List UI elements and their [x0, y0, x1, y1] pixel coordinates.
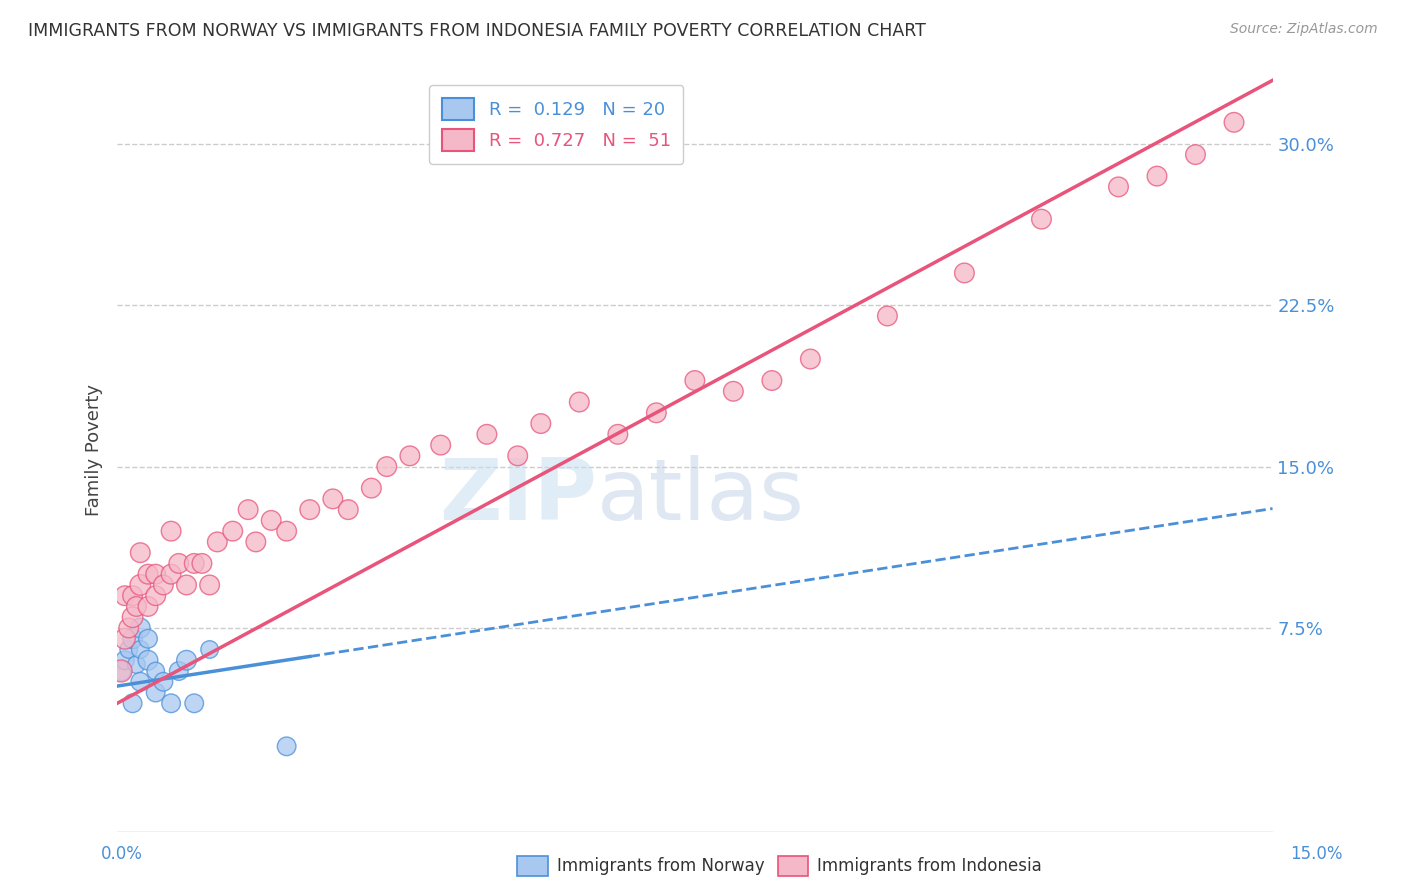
Point — [160, 524, 183, 538]
Point — [276, 739, 298, 754]
Point — [110, 664, 132, 678]
Legend: R =  0.129   N = 20, R =  0.727   N =  51: R = 0.129 N = 20, R = 0.727 N = 51 — [429, 86, 683, 163]
Point — [183, 557, 205, 571]
Point — [683, 374, 706, 388]
Point — [183, 696, 205, 710]
Point — [191, 557, 214, 571]
Point — [160, 567, 183, 582]
Point — [145, 685, 167, 699]
Text: ZIP: ZIP — [439, 455, 596, 538]
Point — [167, 664, 190, 678]
Point — [152, 674, 174, 689]
Point — [506, 449, 529, 463]
Point — [167, 557, 190, 571]
Point — [1184, 147, 1206, 161]
Point — [136, 567, 159, 582]
Point — [114, 589, 136, 603]
Point — [337, 502, 360, 516]
Point — [129, 642, 152, 657]
Point — [568, 395, 591, 409]
Point — [176, 653, 198, 667]
Point — [360, 481, 382, 495]
Point — [160, 696, 183, 710]
Point — [129, 621, 152, 635]
Point — [121, 632, 143, 646]
Point — [129, 674, 152, 689]
Point — [114, 653, 136, 667]
Point — [145, 664, 167, 678]
FancyBboxPatch shape — [778, 856, 808, 876]
Point — [260, 513, 283, 527]
Text: IMMIGRANTS FROM NORWAY VS IMMIGRANTS FROM INDONESIA FAMILY POVERTY CORRELATION C: IMMIGRANTS FROM NORWAY VS IMMIGRANTS FRO… — [28, 22, 927, 40]
Point — [129, 546, 152, 560]
Point — [799, 351, 821, 366]
FancyBboxPatch shape — [517, 856, 548, 876]
Point — [125, 599, 148, 614]
Point — [207, 535, 229, 549]
Point — [198, 642, 221, 657]
Point — [322, 491, 344, 506]
Point — [114, 632, 136, 646]
Point — [1146, 169, 1168, 183]
Point — [118, 621, 141, 635]
Point — [136, 599, 159, 614]
Text: Immigrants from Indonesia: Immigrants from Indonesia — [817, 857, 1042, 875]
Point — [375, 459, 398, 474]
Point — [176, 578, 198, 592]
Point — [530, 417, 553, 431]
Text: 15.0%: 15.0% — [1291, 846, 1343, 863]
Point — [606, 427, 628, 442]
Point — [145, 589, 167, 603]
Point — [298, 502, 321, 516]
Point — [121, 610, 143, 624]
Point — [110, 664, 132, 678]
Point — [876, 309, 898, 323]
Point — [121, 589, 143, 603]
Point — [121, 696, 143, 710]
Point — [222, 524, 245, 538]
Point — [761, 374, 783, 388]
Point — [1223, 115, 1246, 129]
Text: 0.0%: 0.0% — [101, 846, 143, 863]
Point — [429, 438, 451, 452]
Point — [125, 657, 148, 672]
Point — [136, 653, 159, 667]
Point — [723, 384, 745, 399]
Point — [1108, 179, 1130, 194]
Point — [145, 567, 167, 582]
Text: Immigrants from Norway: Immigrants from Norway — [557, 857, 765, 875]
Point — [1031, 212, 1053, 227]
Point — [236, 502, 259, 516]
Point — [953, 266, 976, 280]
Point — [276, 524, 298, 538]
Point — [136, 632, 159, 646]
Point — [245, 535, 267, 549]
Text: atlas: atlas — [596, 455, 804, 538]
Point — [475, 427, 498, 442]
Point — [152, 578, 174, 592]
Point — [399, 449, 422, 463]
Y-axis label: Family Poverty: Family Poverty — [86, 384, 103, 516]
Point — [198, 578, 221, 592]
Text: Source: ZipAtlas.com: Source: ZipAtlas.com — [1230, 22, 1378, 37]
Point — [129, 578, 152, 592]
Point — [645, 406, 668, 420]
Point — [118, 642, 141, 657]
